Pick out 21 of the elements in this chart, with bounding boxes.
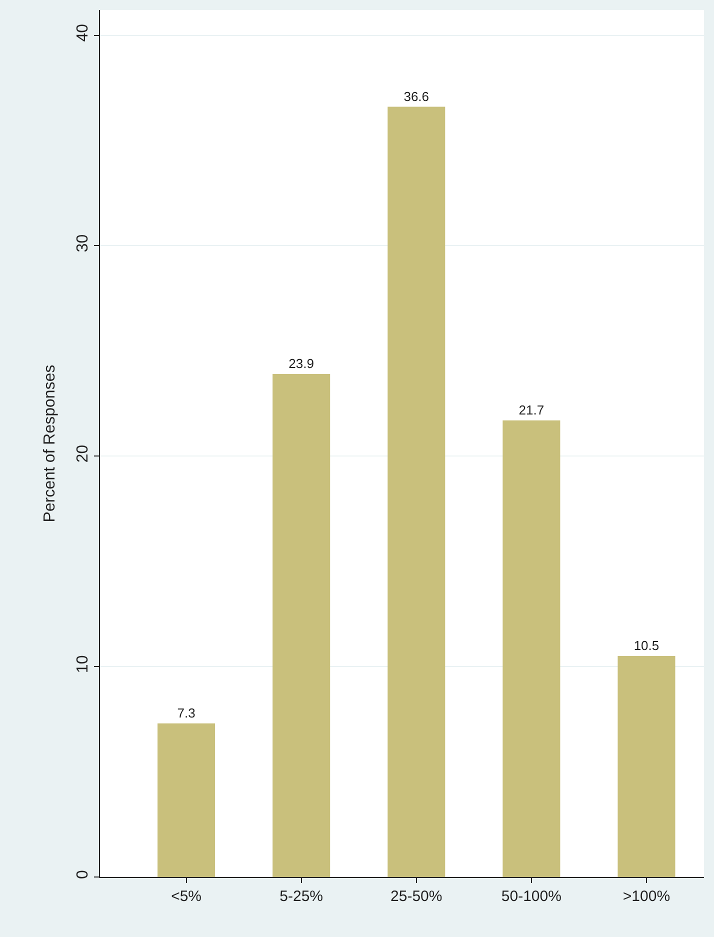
data-label: 10.5 bbox=[634, 638, 660, 654]
bar bbox=[158, 723, 216, 877]
data-label: 21.7 bbox=[518, 402, 544, 418]
data-label: 7.3 bbox=[177, 705, 196, 720]
bar bbox=[388, 106, 446, 877]
data-label: 23.9 bbox=[288, 356, 314, 372]
x-tick-label: >100% bbox=[622, 888, 670, 905]
x-tick-label: 25-50% bbox=[390, 888, 442, 905]
bar bbox=[502, 420, 560, 877]
y-tick-label: 0 bbox=[74, 870, 92, 880]
bar bbox=[272, 374, 330, 877]
y-tick-label: 10 bbox=[74, 655, 92, 674]
y-tick-label: 30 bbox=[74, 234, 92, 252]
x-tick-label: <5% bbox=[171, 888, 202, 905]
x-tick-label: 50-100% bbox=[501, 888, 562, 905]
x-tick-label: 5-25% bbox=[280, 888, 324, 905]
y-axis-title: Percent of Responses bbox=[42, 364, 58, 522]
y-tick-label: 20 bbox=[74, 444, 92, 463]
y-tick-label: 40 bbox=[74, 24, 92, 42]
bar bbox=[618, 656, 676, 877]
data-label: 36.6 bbox=[404, 88, 430, 104]
